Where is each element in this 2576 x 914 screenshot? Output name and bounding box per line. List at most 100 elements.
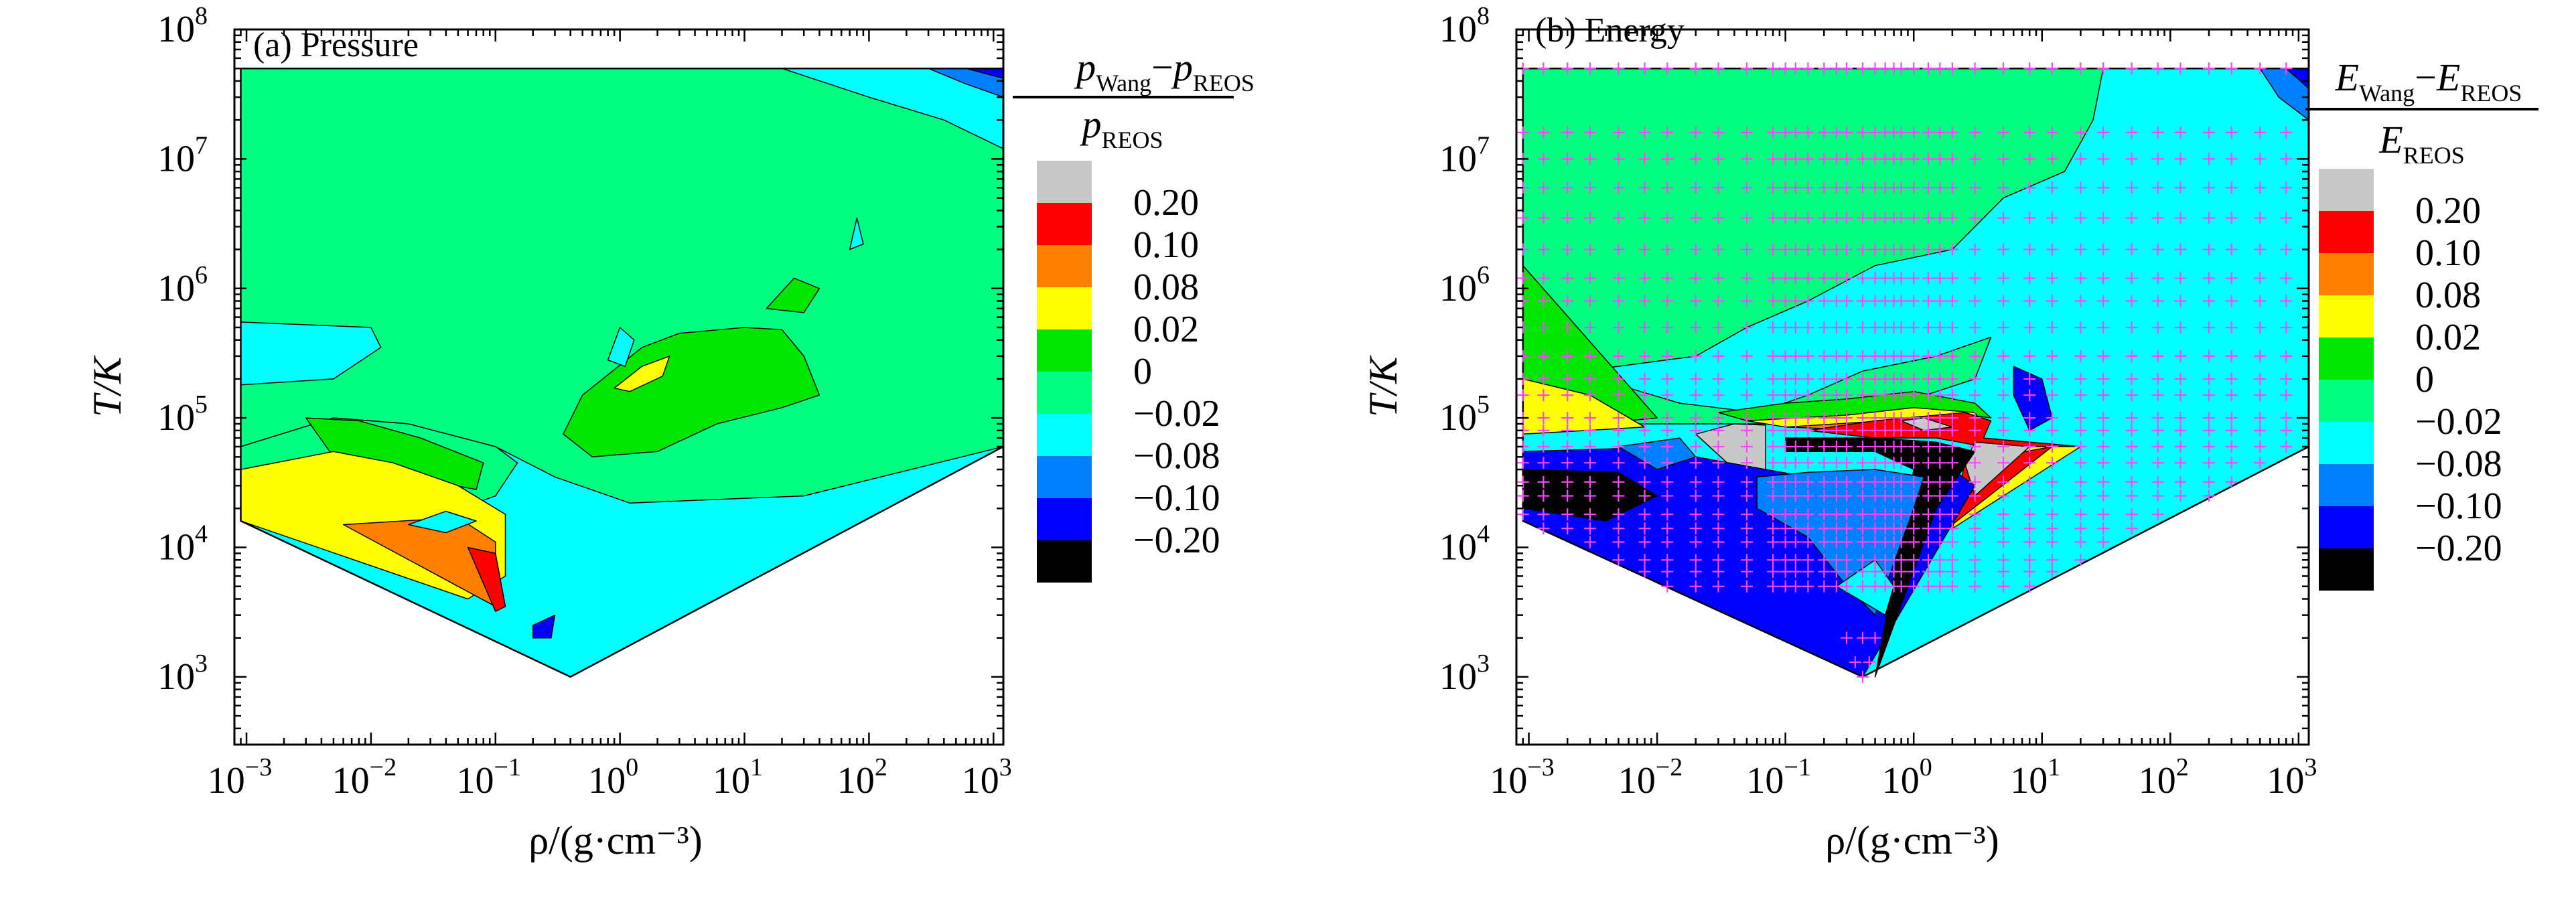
grid-marker bbox=[1934, 457, 1946, 469]
grid-marker bbox=[1895, 522, 1908, 535]
grid-marker bbox=[1779, 181, 1792, 194]
grid-marker bbox=[1908, 457, 1920, 469]
svg-text:pREOS: pREOS bbox=[1079, 102, 1163, 153]
grid-marker bbox=[1841, 631, 1853, 644]
grid-marker bbox=[1818, 153, 1831, 165]
grid-marker bbox=[1583, 441, 1596, 453]
grid-marker bbox=[2174, 389, 2187, 402]
grid-marker bbox=[1802, 554, 1814, 566]
grid-marker bbox=[1612, 126, 1625, 139]
grid-marker bbox=[2023, 181, 2036, 194]
grid-marker bbox=[1818, 126, 1831, 139]
grid-marker bbox=[2151, 272, 2164, 285]
grid-marker bbox=[1922, 181, 1935, 194]
grid-marker bbox=[1537, 212, 1550, 224]
grid-marker bbox=[2074, 372, 2087, 385]
grid-marker bbox=[2046, 295, 2058, 307]
grid-marker bbox=[1934, 580, 1946, 593]
grid-marker bbox=[1908, 554, 1920, 566]
cbar-a-num-sub2: REOS bbox=[1193, 70, 1255, 96]
x-tick-label: 10−1 bbox=[1746, 753, 1810, 802]
grid-marker bbox=[1802, 536, 1814, 548]
grid-marker bbox=[1779, 457, 1792, 469]
grid-marker bbox=[1789, 508, 1802, 521]
grid-marker bbox=[1997, 441, 2010, 453]
grid-marker bbox=[2225, 457, 2238, 469]
grid-marker bbox=[1638, 441, 1651, 453]
x-tick-label: 100 bbox=[1882, 753, 1932, 802]
grid-marker bbox=[1612, 412, 1625, 425]
grid-marker bbox=[2125, 243, 2138, 256]
grid-marker bbox=[1561, 181, 1574, 194]
grid-marker bbox=[1638, 372, 1651, 385]
grid-marker bbox=[1802, 321, 1814, 333]
grid-marker bbox=[1895, 62, 1908, 75]
grid-marker bbox=[2023, 508, 2036, 521]
grid-marker bbox=[1841, 62, 1853, 75]
grid-marker bbox=[1997, 522, 2010, 535]
grid-marker bbox=[1583, 62, 1596, 75]
grid-marker bbox=[1818, 389, 1831, 402]
colorbar-label: 0.20 bbox=[1133, 182, 1199, 224]
grid-marker bbox=[1922, 350, 1935, 362]
grid-marker bbox=[1969, 272, 1981, 285]
grid-marker bbox=[1818, 62, 1831, 75]
grid-marker bbox=[1908, 580, 1920, 593]
grid-marker bbox=[1561, 212, 1574, 224]
grid-marker bbox=[2202, 321, 2215, 333]
grid-marker bbox=[1969, 412, 1981, 425]
grid-marker bbox=[1740, 508, 1753, 521]
grid-marker bbox=[1767, 181, 1780, 194]
grid-marker bbox=[1802, 181, 1814, 194]
grid-marker bbox=[1789, 441, 1802, 453]
grid-marker bbox=[2280, 350, 2293, 362]
grid-marker bbox=[2225, 212, 2238, 224]
grid-marker bbox=[1908, 424, 1920, 437]
colorbar-swatch bbox=[2319, 380, 2374, 422]
grid-marker bbox=[1612, 522, 1625, 535]
grid-marker bbox=[2125, 153, 2138, 165]
grid-marker bbox=[2280, 389, 2293, 402]
grid-marker bbox=[1997, 126, 2010, 139]
grid-marker bbox=[2097, 126, 2110, 139]
grid-marker bbox=[1969, 295, 1981, 307]
grid-marker bbox=[2125, 321, 2138, 333]
grid-marker bbox=[1583, 153, 1596, 165]
grid-marker bbox=[1869, 389, 1881, 402]
grid-marker bbox=[2046, 272, 2058, 285]
grid-marker bbox=[2125, 62, 2138, 75]
grid-marker bbox=[1869, 181, 1881, 194]
grid-marker bbox=[1712, 424, 1725, 437]
grid-marker bbox=[2174, 372, 2187, 385]
grid-marker bbox=[2151, 475, 2164, 488]
grid-marker bbox=[2225, 389, 2238, 402]
grid-marker bbox=[1997, 153, 2010, 165]
grid-marker bbox=[1802, 350, 1814, 362]
grid-marker bbox=[1740, 243, 1753, 256]
grid-marker bbox=[1922, 153, 1935, 165]
grid-marker bbox=[1895, 580, 1908, 593]
grid-marker bbox=[1830, 272, 1843, 285]
panel-b: 10−3 10−2 10−1 100 101 102 103 103 104 105 106 107 1… bbox=[1361, 2, 2538, 862]
cbar-b-num-var1: E bbox=[2335, 56, 2359, 99]
grid-marker bbox=[1818, 554, 1831, 566]
grid-marker bbox=[1712, 372, 1725, 385]
grid-marker bbox=[1638, 153, 1651, 165]
grid-marker bbox=[1789, 475, 1802, 488]
grid-marker bbox=[1740, 321, 1753, 333]
grid-marker bbox=[2202, 153, 2215, 165]
grid-marker bbox=[1856, 475, 1869, 488]
grid-marker bbox=[2074, 350, 2087, 362]
grid-marker bbox=[1561, 441, 1574, 453]
grid-marker bbox=[1856, 62, 1869, 75]
grid-marker bbox=[2125, 181, 2138, 194]
grid-marker bbox=[1561, 457, 1574, 469]
grid-marker bbox=[2125, 457, 2138, 469]
grid-marker bbox=[1922, 554, 1935, 566]
grid-marker bbox=[1869, 489, 1881, 502]
grid-marker bbox=[2046, 554, 2058, 566]
grid-marker bbox=[1561, 522, 1574, 535]
grid-marker bbox=[1934, 272, 1946, 285]
grid-marker bbox=[1997, 212, 2010, 224]
grid-marker bbox=[1740, 272, 1753, 285]
